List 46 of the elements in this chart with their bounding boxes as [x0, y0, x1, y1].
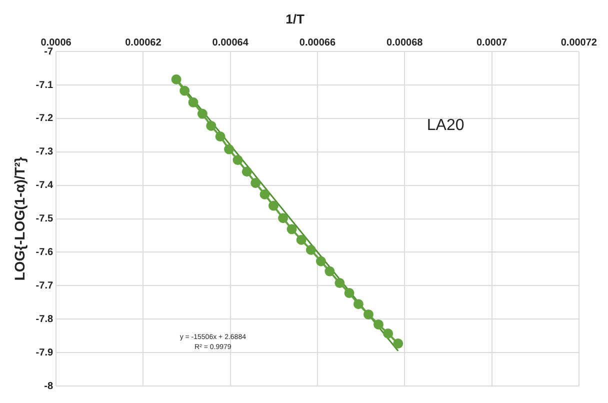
point [324, 266, 335, 276]
point [206, 120, 216, 131]
y-tick-label: -7.1 [36, 80, 54, 91]
y-tick-label: -7.2 [36, 113, 54, 124]
point [268, 200, 278, 211]
y-axis-title: LOG{-LOG(1-α)/T²} [11, 156, 28, 281]
y-tick-label: -7 [44, 46, 54, 58]
point [373, 319, 384, 330]
y-tick-label: -7.8 [36, 314, 54, 325]
point [224, 144, 234, 154]
point [296, 234, 306, 245]
y-tick-label: -7.7 [36, 280, 54, 292]
point [278, 213, 288, 224]
x-tick-label: 0.0007 [476, 37, 508, 48]
point [334, 278, 345, 288]
point [215, 132, 226, 142]
point [242, 166, 252, 177]
point [197, 108, 208, 119]
y-tick-label: -8 [44, 380, 54, 392]
point [250, 178, 261, 188]
point [286, 224, 297, 234]
y-tick-label: -7.6 [36, 246, 54, 258]
y-tick-label: -7.4 [36, 180, 54, 192]
annotation: LA20 [426, 117, 464, 134]
x-tick-label: 0.0006 [40, 37, 72, 48]
x-tick-label: 0.00064 [212, 37, 249, 48]
point [363, 309, 374, 320]
point [383, 328, 394, 338]
point [180, 86, 190, 96]
x-tick-label: 0.00068 [386, 37, 424, 48]
x-tick-label: 0.00072 [560, 37, 598, 48]
chart-title: 1/T [286, 11, 304, 26]
x-tick-label: 0.00062 [125, 37, 162, 48]
y-tick-label: -7.9 [36, 347, 54, 358]
point [171, 74, 182, 84]
point [353, 299, 364, 310]
point [316, 256, 326, 266]
point [306, 244, 316, 255]
y-tick-label: -7.3 [36, 146, 54, 158]
y-tick-label: -7.5 [36, 214, 54, 225]
x-tick-label: 0.00066 [299, 37, 336, 48]
point [393, 338, 404, 349]
point [188, 97, 198, 108]
point [260, 189, 270, 200]
point [232, 154, 243, 165]
point [344, 288, 354, 298]
